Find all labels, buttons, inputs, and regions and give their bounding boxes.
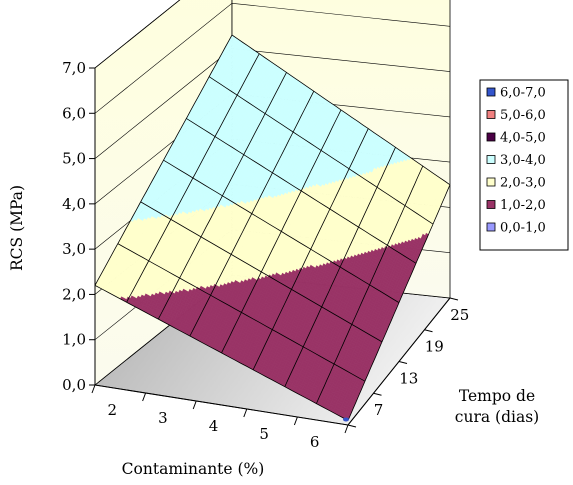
gridline-z bbox=[94, 0, 181, 69]
gridline-z bbox=[94, 2, 451, 114]
surface-plot bbox=[94, 34, 451, 422]
